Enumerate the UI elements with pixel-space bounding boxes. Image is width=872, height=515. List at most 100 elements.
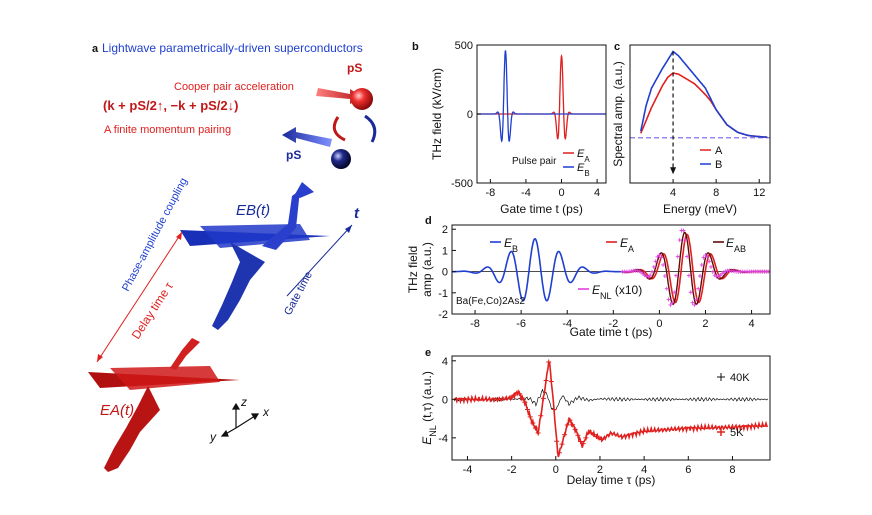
panel-d-ylabel-line1: THz field	[406, 246, 420, 293]
panel-e-xtick-label: 0	[553, 464, 559, 476]
panel-e-5k-point	[554, 438, 560, 444]
panel-d-xtick-label: 4	[749, 318, 755, 330]
panel-e-5k-point	[532, 425, 538, 431]
eb-label: EB(t)	[236, 202, 270, 219]
panel-e-5k-point	[509, 394, 515, 400]
panel-d-chart: d -8 -6 -4 -2 0 2 4 -2 -1 0 1 2 Gate time t (ps) THz f…	[406, 215, 771, 339]
panel-d-xlabel: Gate time t (ps)	[570, 325, 653, 339]
panel-b-ylabel: THz field (kV/cm)	[430, 68, 444, 160]
panel-d-xtick-label: -8	[470, 318, 480, 330]
panel-e-5k-point	[572, 426, 578, 432]
panel-d-enl-point	[692, 302, 697, 307]
panel-b-ytick-label: 0	[467, 109, 473, 121]
panel-e-5k-point	[517, 391, 523, 397]
panel-e-5k-point	[567, 417, 573, 423]
panel-e-xtick-label: 4	[641, 464, 647, 476]
panel-d-enl-point	[672, 290, 677, 295]
panel-c-legend-label-b: B	[715, 159, 722, 171]
panel-d-legend-label-eab: EAB	[726, 236, 746, 254]
panel-d-enl-point	[664, 286, 669, 291]
panel-c-xtick-label: 4	[670, 187, 676, 199]
panel-d-enl-point	[651, 264, 656, 269]
gate-arrow-head	[345, 225, 352, 233]
panel-b-legend-label-ea: EA	[577, 148, 590, 164]
panel-d-ytick-label: -1	[438, 288, 448, 300]
panel-c-series-b	[640, 50, 768, 138]
axis-y: y	[209, 430, 217, 444]
panel-d-enl-point	[657, 253, 662, 258]
panel-c-xtick-label: 12	[753, 187, 765, 199]
panel-d-xtick-label: -2	[608, 318, 618, 330]
panel-d-sample-label: Ba(Fe,Co)2As2	[456, 296, 525, 307]
panel-b-xtick-label: 0	[558, 187, 564, 199]
blue-curved-arrow	[364, 114, 377, 143]
panel-d-enl-point	[707, 259, 712, 264]
panel-e-frame	[451, 355, 771, 461]
panel-c-marker-arrow	[670, 167, 677, 175]
panel-d-enl-point	[723, 269, 728, 274]
panel-e-5k-point	[564, 422, 570, 428]
panel-e-xtick-label: -2	[507, 464, 517, 476]
panel-e-5k-point	[562, 432, 568, 438]
red-electron-ball	[351, 88, 373, 110]
panel-c-legend-label-a: A	[715, 145, 723, 157]
panel-c-chart: c 4 8 12 Energy (meV) Spectral amp. (a.u.) AB	[611, 41, 771, 216]
panel-b-annotation: Pulse pair	[512, 156, 557, 167]
panel-d-frame	[451, 224, 771, 315]
panel-e-5k-point	[578, 438, 584, 444]
eb-pulse-ribbon	[180, 182, 330, 330]
panel-c-xlabel: Energy (meV)	[663, 202, 737, 216]
t-label: t	[354, 205, 360, 222]
panel-e-xtick-label: 6	[685, 464, 691, 476]
panel-e-5k-point	[588, 430, 594, 436]
panel-e-series-5k	[453, 361, 768, 458]
panel-e-5k-point	[551, 406, 557, 412]
panel-d-ytick-label: 0	[442, 267, 448, 279]
panel-b-legend-label-eb: EB	[577, 162, 590, 178]
panel-e-xtick-label: 8	[729, 464, 735, 476]
delay-arrow-line	[96, 231, 183, 363]
panel-d-enl-point	[650, 269, 655, 274]
panel-d-enl-point	[697, 274, 702, 279]
panel-a-title: Lightwave parametrically-driven supercon…	[102, 41, 363, 55]
panel-b-series-ea	[477, 53, 606, 140]
panel-e-xlabel: Delay time τ (ps)	[567, 473, 656, 487]
ea-pulse-ribbon	[88, 338, 240, 472]
panel-e-5k-point	[575, 432, 581, 438]
panel-b-ytick-label: -500	[451, 178, 473, 190]
blue-electron-ball	[331, 149, 351, 169]
gate-label: Gate time	[282, 270, 315, 318]
panel-e-5k-point	[519, 395, 525, 401]
panel-e-legend-marker-40k	[717, 373, 725, 381]
panel-c-letter: c	[614, 41, 620, 53]
panel-d-enl-point	[766, 269, 771, 274]
panel-b-letter: b	[412, 41, 419, 53]
panel-d-enl-point	[681, 228, 686, 233]
panel-e-ytick-label: 4	[442, 356, 448, 368]
panel-d-enl-point	[685, 254, 690, 259]
panel-e-5k-point	[530, 420, 536, 426]
axis-z: z	[240, 395, 247, 409]
panel-d-enl-point	[653, 259, 658, 264]
panel-d-enl-point	[673, 273, 678, 278]
panel-d-xtick-label: -4	[562, 318, 572, 330]
panel-e-5k-point	[546, 359, 552, 365]
panel-d-letter: d	[425, 215, 432, 227]
panel-e-5k-markers	[509, 359, 605, 456]
panel-e-ylabel: ENL (t,τ) (a.u.)	[420, 371, 438, 445]
panel-e-xtick-label: -4	[463, 464, 473, 476]
blue-momentum-arrow	[282, 127, 332, 147]
panel-b-chart: b -8 -4 0 4 -500 0 500 Gate time t (ps) THz field…	[412, 40, 607, 216]
panel-d-legend-label-ea: EA	[620, 236, 634, 254]
panel-d-xtick-label: 2	[702, 318, 708, 330]
panel-d-enl-point	[648, 273, 653, 278]
panel-d-enl-point	[696, 286, 701, 291]
panel-e-5k-point	[559, 441, 565, 447]
delay-arrow-head-top	[176, 232, 182, 240]
ea-label: EA(t)	[100, 402, 134, 419]
panel-d-enl-point	[683, 238, 688, 243]
panel-e-xtick-label: 2	[597, 464, 603, 476]
panel-d-enl-point	[688, 290, 693, 295]
panel-b-ytick-label: 500	[455, 40, 473, 52]
